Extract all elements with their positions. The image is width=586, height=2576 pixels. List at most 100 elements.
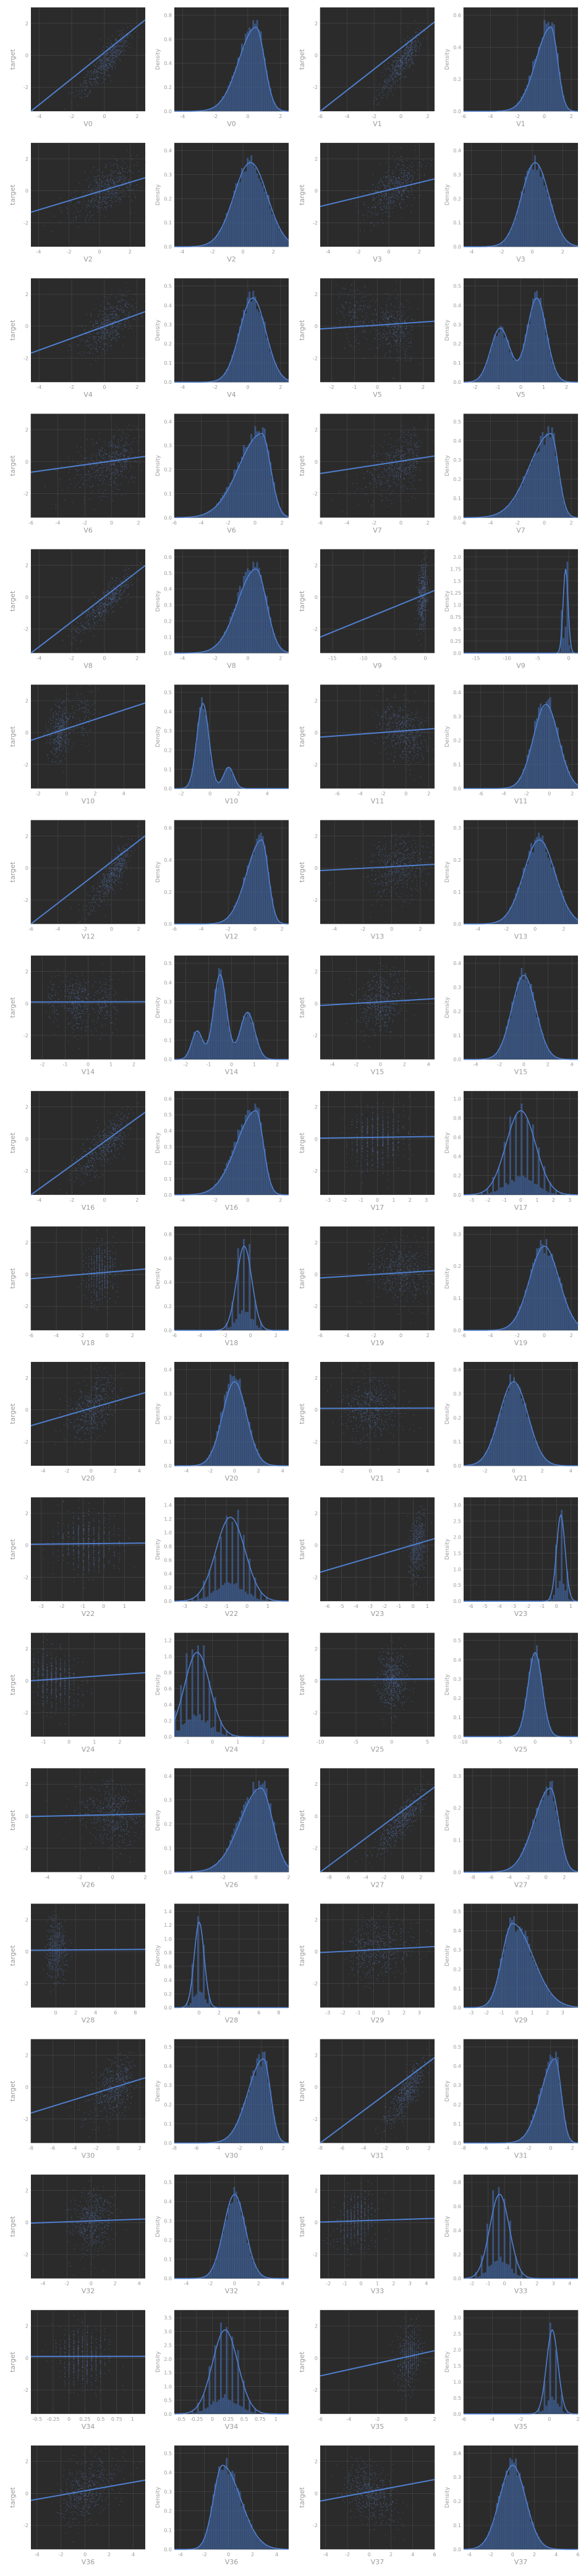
y-tick-label: 1.0 <box>453 1566 461 1572</box>
hist-x-axis-label-V21: V21 <box>514 1474 528 1482</box>
y-tick-label: 0.6 <box>453 12 461 18</box>
x-tick-label: -2 <box>515 1333 520 1338</box>
y-tick-label: 0.1 <box>453 220 461 226</box>
x-tick-label: -3 <box>326 1197 331 1203</box>
x-tick-label: -4 <box>332 927 337 932</box>
y-tick-label: 0 <box>25 1678 28 1684</box>
x-tick-label: -2 <box>499 249 504 255</box>
y-axis-label-target: target <box>9 861 17 882</box>
x-tick-label: 2 <box>571 2146 574 2151</box>
x-tick-label: 0 <box>406 2146 409 2151</box>
x-tick-label: -8 <box>470 1874 475 1880</box>
y-tick-label: 3.0 <box>164 2329 172 2334</box>
y-tick-label: 0.2 <box>164 341 172 347</box>
hist-x-axis-label-V16: V16 <box>225 1204 239 1212</box>
x-tick-label: 2 <box>237 791 240 797</box>
y-tick-label: 0.5 <box>164 1112 172 1118</box>
y-tick-label: 0.0 <box>453 1869 461 1875</box>
x-tick-label: -4 <box>501 791 506 797</box>
x-tick-label: -2 <box>213 1197 218 1203</box>
y-tick-label: 0.3 <box>164 172 172 177</box>
y-axis-label-density: Density <box>444 319 451 341</box>
y-tick-label: 0.1 <box>164 1845 172 1851</box>
x-tick-label: 2 <box>422 385 425 390</box>
y-tick-label: 0.1 <box>453 360 461 366</box>
regression-line-V25 <box>320 1679 435 1680</box>
y-tick-label: 0.4 <box>453 690 461 695</box>
x-tick-label: 0 <box>90 2281 93 2287</box>
x-tick-label: 4 <box>237 2010 240 2015</box>
hist-x-axis-label-V12: V12 <box>225 933 239 941</box>
x-tick-label: -2 <box>473 385 478 390</box>
x-tick-label: -2 <box>354 1062 359 1068</box>
x-tick-label: -15 <box>472 655 480 661</box>
x-axis-label-V8: V8 <box>83 661 93 670</box>
x-tick-label: -6 <box>461 2417 466 2422</box>
y-axis-label-target: target <box>298 1403 306 1424</box>
x-tick-label: 0 <box>102 1604 105 1609</box>
x-axis-label-V37: V37 <box>371 2558 384 2566</box>
x-tick-label: 2 <box>282 2146 285 2151</box>
x-tick-label: 1 <box>274 2417 278 2422</box>
x-tick-label: 2 <box>402 2010 406 2015</box>
x-tick-label: 0 <box>246 114 249 119</box>
x-tick-label: 4 <box>138 2281 141 2287</box>
x-tick-label: -2 <box>36 791 41 797</box>
x-tick-label: -2 <box>69 385 74 390</box>
y-axis-label-density: Density <box>444 997 451 1018</box>
y-tick-label: 0.0 <box>453 786 461 792</box>
x-axis-label-V5: V5 <box>373 391 382 399</box>
y-tick-label: 0.2 <box>164 1718 172 1724</box>
y-tick-label: 0.3 <box>453 457 461 463</box>
x-tick-label: 2 <box>281 927 284 932</box>
x-axis-label-V28: V28 <box>82 2016 95 2024</box>
x-tick-label: -4 <box>488 114 493 119</box>
x-tick-label: 4 <box>571 1062 574 1068</box>
y-tick-label: 0.2 <box>164 467 172 473</box>
y-tick-label: -2 <box>23 627 28 632</box>
x-tick-label: -6 <box>461 520 466 525</box>
x-tick-label: 4 <box>554 2552 558 2557</box>
y-tick-label: -2 <box>23 491 28 497</box>
x-tick-label: -6 <box>469 1604 473 1609</box>
y-tick-label: 0.2 <box>453 196 461 202</box>
x-tick-label: -2 <box>59 1604 64 1609</box>
y-tick-label: 0.4 <box>453 1154 461 1160</box>
y-tick-label: 0.2 <box>453 1264 461 1269</box>
y-axis-label-density: Density <box>444 1809 451 1831</box>
x-tick-label: -6 <box>483 2146 488 2151</box>
x-tick-label: 2 <box>535 2281 538 2287</box>
y-tick-label: 0.1 <box>164 491 172 496</box>
y-tick-label: 0 <box>315 1001 318 1006</box>
x-tick-label: 0 <box>543 1333 546 1338</box>
x-tick-label: 0 <box>253 927 257 932</box>
y-tick-label: -2 <box>313 2117 318 2122</box>
y-tick-label: 0 <box>25 1136 28 1142</box>
x-tick-label: 2 <box>218 2010 221 2015</box>
x-tick-label: -2 <box>382 1604 387 1609</box>
y-axis-label-density: Density <box>444 590 451 612</box>
x-axis-label-V14: V14 <box>82 1068 95 1076</box>
x-axis-label-V17: V17 <box>371 1204 384 1212</box>
y-tick-label: 0.2 <box>164 1822 172 1827</box>
x-tick-label: -2 <box>69 114 74 119</box>
y-tick-label: 0.6 <box>453 2204 461 2209</box>
y-tick-label: 2 <box>25 1646 28 1652</box>
x-tick-label: 2 <box>419 1874 422 1880</box>
regression-line-V28 <box>31 1949 145 1950</box>
x-tick-label: 2 <box>570 520 573 525</box>
y-tick-label: 0.25 <box>450 639 461 644</box>
x-tick-label: -2 <box>226 927 231 932</box>
x-tick-label: 1 <box>123 1604 126 1609</box>
y-tick-label: -2 <box>23 1981 28 1987</box>
y-axis-label-density: Density <box>444 2486 451 2508</box>
